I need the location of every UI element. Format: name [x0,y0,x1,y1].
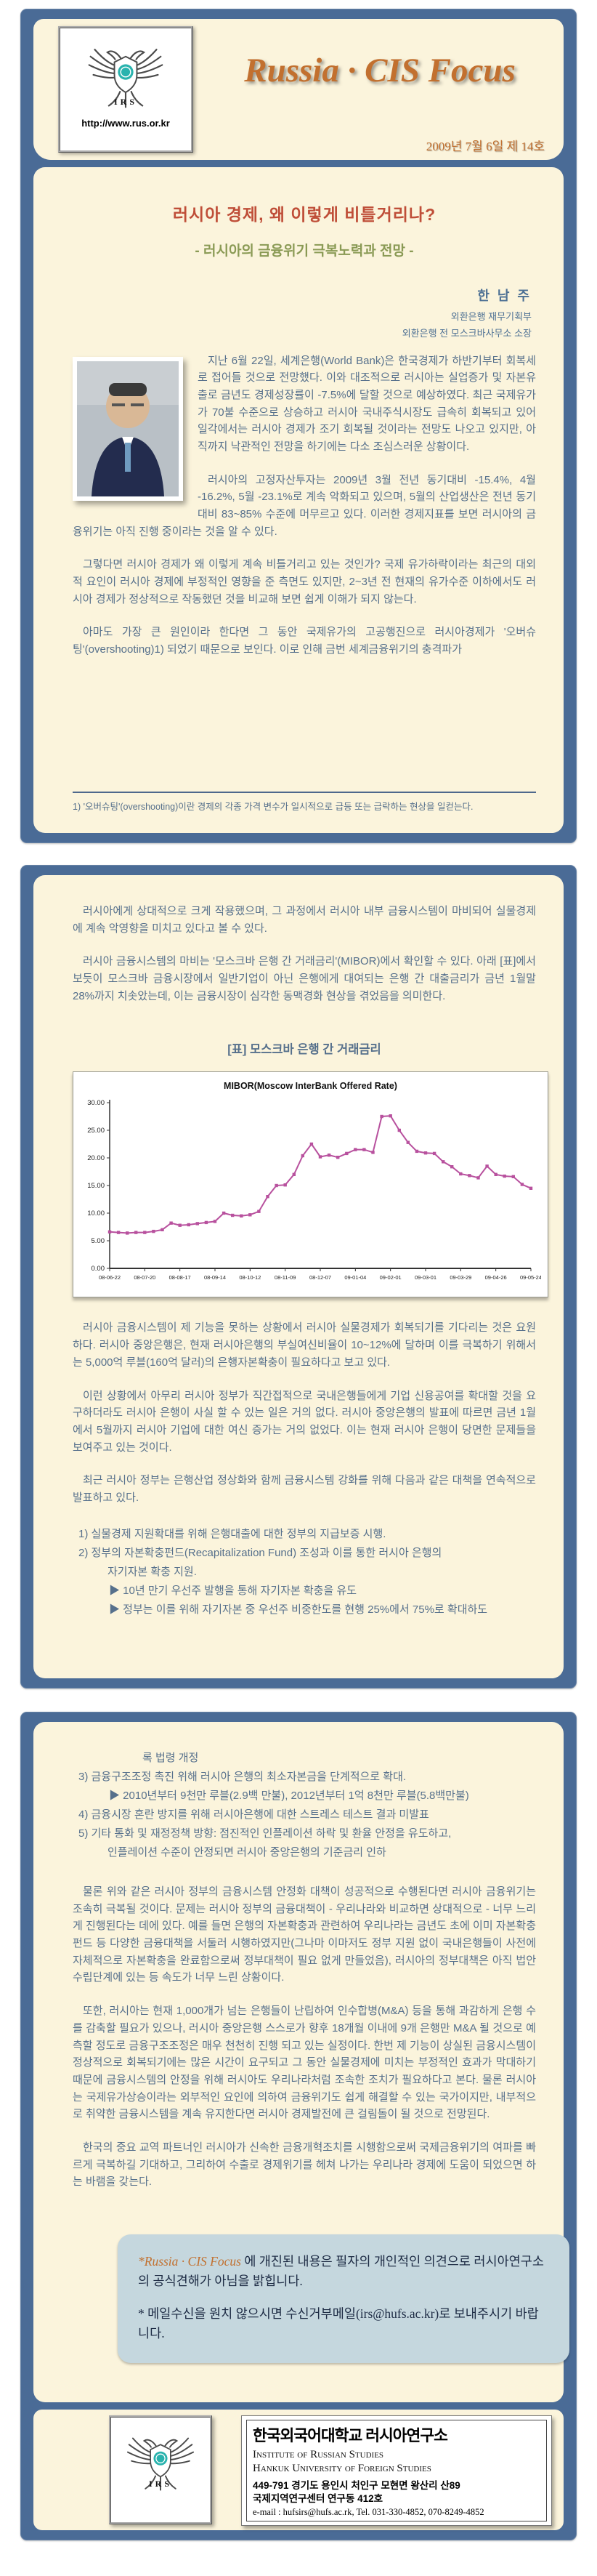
page-3-card: 록 법령 개정 3) 금융구조조정 촉진 위해 러시아 은행의 최소자본금을 단… [20,1712,577,2540]
institute-info-box: 한국외국어대학교 러시아연구소 Institute of Russian Stu… [241,2415,552,2526]
chart-title: MIBOR(Moscow InterBank Offered Rate) [224,1081,397,1092]
page-1-content: 러시아 경제, 왜 이렇게 비틀거리나? - 러시아의 금융위기 극복노력과 전… [33,167,564,833]
svg-text:30.00: 30.00 [87,1099,105,1107]
author-photo [73,356,183,501]
list-item-wrap: 인플레이션 수준이 안정되면 러시아 중앙은행의 기준금리 인하 [107,1846,386,1859]
svg-text:10.00: 10.00 [87,1209,105,1217]
list-item-continuation: 록 법령 개정 [142,1752,199,1764]
paragraph: 러시아 금융시스템이 제 기능을 못하는 상황에서 러시아 실물경제가 회복되기… [73,1321,536,1369]
svg-text:08-11-09: 08-11-09 [275,1274,296,1281]
newsletter-title: Russia · CIS Focus [244,52,516,89]
paragraph: 러시아 금융시스템의 마비는 '모스크바 은행 간 거래금리'(MIBOR)에서… [73,955,536,1002]
article-body: 지난 6월 22일, 세계은행(World Bank)은 한국경제가 하반기부터… [73,353,536,675]
masthead: IRS http://www.rus.or.kr Russia · CIS Fo… [33,19,564,160]
mibor-line-plot: 0.00 5.00 10.00 15.00 20.00 25.00 30.00 08-06-2… [87,1099,542,1281]
institute-url-link[interactable]: http://www.rus.or.kr [81,118,170,129]
paragraph: 또한, 러시아는 현재 1,000개가 넘는 은행들이 난립하여 인수합병(M&… [73,2005,536,2121]
logo-irs-label: IRS [148,2479,172,2489]
logo-irs-label: IRS [113,97,137,107]
footer-logo-box: IRS [109,2415,212,2524]
paragraph: 지난 6월 22일, 세계은행(World Bank)은 한국경제가 하반기부터… [198,354,536,453]
svg-text:09-03-29: 09-03-29 [450,1274,471,1281]
page-3-content: 록 법령 개정 3) 금융구조조정 촉진 위해 러시아 은행의 최소자본금을 단… [33,1722,569,2402]
paragraph: 한국의 중요 교역 파트너인 러시아가 신속한 금융개혁조치를 시행함으로써 국… [73,2141,536,2189]
footnote-block: 1) '오버슈팅'(overshooting)이란 경제의 각종 가격 변수가 … [73,791,536,814]
paragraph: 이런 상황에서 아무리 러시아 정부가 직간접적으로 국내은행들에게 기업 신용… [73,1389,536,1454]
mibor-chart: MIBOR(Moscow InterBank Offered Rate) 0.0… [73,1071,548,1298]
svg-text:09-05-24: 09-05-24 [520,1274,541,1281]
disclaimer-line: *Russia · CIS Focus 에 개진된 내용은 필자의 개인적인 의… [138,2252,549,2291]
paragraph: 러시아의 고정자산투자는 2009년 3월 전년 동기대비 -15.4%, 4월… [73,473,536,538]
institute-name-korean: 한국외국어대학교 러시아연구소 [253,2427,448,2444]
svg-text:09-02-01: 09-02-01 [380,1274,402,1281]
author-affiliation: 외환은행 재무기획부 외환은행 전 모스크바사무소 소장 [402,311,532,339]
list-item: 1) 실물경제 지원확대를 위해 은행대출에 대한 정부의 지급보증 시행. [78,1527,386,1540]
page-1-card: IRS http://www.rus.or.kr Russia · CIS Fo… [20,9,577,843]
list-item: 2) 정부의 자본확충펀드(Recapitalization Fund) 조성과… [78,1546,442,1559]
page-2-content: 러시아에게 상대적으로 크게 작용했으며, 그 과정에서 러시아 내부 금융시스… [33,875,564,1678]
svg-text:25.00: 25.00 [87,1127,105,1135]
author-name: 한 남 주 [477,289,532,303]
paragraph: 아마도 가장 큰 원인이라 한다면 그 동안 국제유가의 고공행진으로 러시아경… [73,626,536,656]
institute-info-inner: 한국외국어대학교 러시아연구소 Institute of Russian Stu… [246,2420,547,2521]
list-item-wrap: 자기자본 확충 지원. [107,1565,197,1578]
newsletter-name-inline: *Russia · CIS Focus [138,2254,241,2269]
svg-text:09-03-01: 09-03-01 [415,1274,436,1281]
paragraph: 그렇다면 러시아 경제가 왜 이렇게 계속 비틀거리고 있는 것인가? 국제 유… [73,558,536,605]
svg-text:08-08-17: 08-08-17 [169,1274,191,1281]
list-item: 3) 금융구조조정 촉진 위해 러시아 은행의 최소자본금을 단계적으로 확대. [78,1771,407,1783]
article-title: 러시아 경제, 왜 이렇게 비틀거리나? [172,205,436,224]
svg-text:09-01-04: 09-01-04 [344,1274,366,1281]
page-2-card: 러시아에게 상대적으로 크게 작용했으며, 그 과정에서 러시아 내부 금융시스… [20,865,577,1689]
paragraph: 러시아에게 상대적으로 크게 작용했으며, 그 과정에서 러시아 내부 금융시스… [73,905,536,935]
unsubscribe-line: * 메일수신을 원치 않으시면 수신거부메일(irs@hufs.ac.kr)로 … [138,2306,539,2341]
institute-contact: e-mail : hufsirs@hufs.ac.rk, Tel. 031-33… [253,2506,484,2517]
list-subitem: ▶ 2010년부터 9천만 루블(2.9백 만불), 2012년부터 1억 8천… [109,1790,469,1802]
svg-text:08-06-22: 08-06-22 [99,1274,121,1281]
svg-text:5.00: 5.00 [92,1237,105,1245]
institute-name-english: Institute of Russian Studies Hankuk Univ… [253,2449,431,2474]
footnote-divider [73,791,536,793]
disclaimer-notice-box: *Russia · CIS Focus 에 개진된 내용은 필자의 개인적인 의… [118,2234,569,2363]
svg-text:08-07-20: 08-07-20 [134,1274,155,1281]
list-subitem: ▶ 정부는 이를 위해 자기자본 중 우선주 비중한도를 현행 25%에서 75… [109,1603,488,1616]
svg-text:09-04-26: 09-04-26 [485,1274,507,1281]
institute-logo-box: IRS http://www.rus.or.kr [58,26,193,153]
svg-text:20.00: 20.00 [87,1154,105,1162]
chart-caption: [표] 모스크바 은행 간 거래금리 [227,1043,381,1057]
svg-text:08-10-12: 08-10-12 [239,1274,261,1281]
list-item: 5) 기타 통화 및 재정정책 방향: 점진적인 인플레이션 하락 및 환율 안… [78,1827,452,1840]
svg-text:15.00: 15.00 [87,1182,105,1190]
article-subtitle: - 러시아의 금융위기 극복노력과 전망 - [195,243,414,259]
measure-list: 1) 실물경제 지원확대를 위해 은행대출에 대한 정부의 지급보증 시행. 2… [78,1526,536,1620]
paragraph: 최근 러시아 정부는 은행산업 정상화와 함께 금융시스템 강화를 위해 다음과… [73,1474,536,1504]
institute-address: 449-791 경기도 용인시 처인구 모현면 왕산리 산89 국제지역연구센터… [253,2479,460,2504]
disclaimer-text: 에 개진된 내용은 필자의 개인적인 의견으로 러시아연구소의 공식견해가 아님… [138,2254,544,2289]
author-block: 한 남 주 외환은행 재무기획부 외환은행 전 모스크바사무소 소장 [73,286,532,342]
paragraph: 물론 위와 같은 러시아 정부의 금융시스템 안정화 대책이 성공적으로 수행된… [73,1885,536,1984]
footnote-text: 1) '오버슈팅'(overshooting)이란 경제의 각종 가격 변수가 … [73,801,474,812]
svg-text:08-12-07: 08-12-07 [309,1274,331,1281]
svg-text:0.00: 0.00 [92,1265,105,1273]
list-subitem: ▶ 10년 만기 우선주 발행을 통해 자기자본 확충을 유도 [109,1584,357,1597]
footer: IRS 한국외국어대학교 러시아연구소 Institute of Russian… [33,2410,564,2530]
list-item: 4) 금융시장 혼란 방지를 위해 러시아은행에 대한 스트레스 테스트 결과 … [78,1808,429,1821]
svg-text:08-09-14: 08-09-14 [204,1274,226,1281]
issue-date: 2009년 7월 6일 제 14호 [426,140,545,153]
measure-list-continued: 록 법령 개정 3) 금융구조조정 촉진 위해 러시아 은행의 최소자본금을 단… [78,1750,536,1863]
portrait-photo-icon [77,361,179,496]
